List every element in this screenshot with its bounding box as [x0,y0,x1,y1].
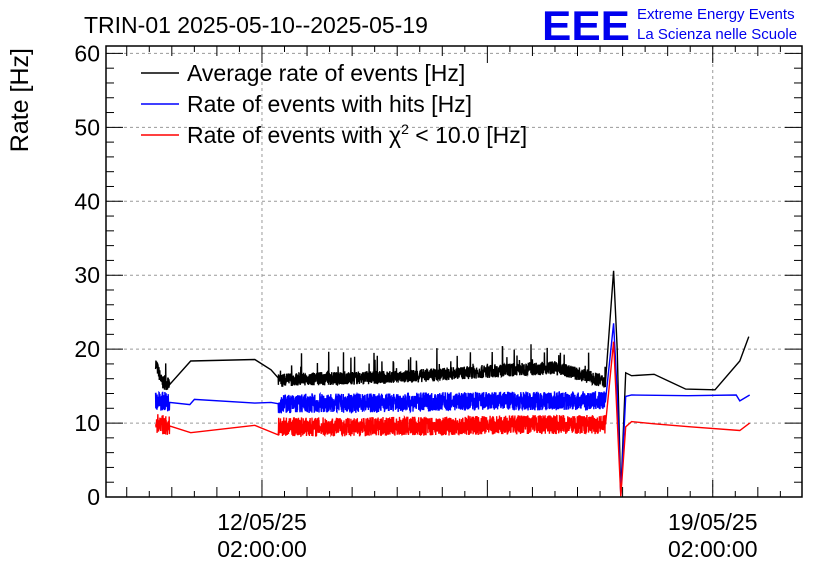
x-tick-label-time: 02:00:00 [217,536,307,562]
plot-frame [105,45,803,498]
y-tick-label: 20 [74,336,100,362]
logo-line1: Extreme Energy Events [637,6,795,23]
y-tick-label: 0 [87,484,100,510]
y-tick-label: 50 [74,114,100,140]
logo-letters: EEE [542,2,630,49]
x-tick-label-date: 19/05/25 [668,509,758,535]
logo-line2: La Scienza nelle Scuole [637,26,797,43]
chart-title: TRIN-01 2025-05-10--2025-05-19 [84,12,428,38]
legend-label: Average rate of events [Hz] [187,60,465,86]
legend-label: Rate of events with hits [Hz] [187,91,472,117]
x-tick-label-time: 02:00:00 [668,536,758,562]
eee-logo: EEE Extreme Energy Events La Scienza nel… [542,2,797,49]
series-line-3 [154,341,751,497]
plot-area: 010203040506012/05/2502:00:0019/05/2502:… [74,40,803,562]
y-tick-label: 30 [74,262,100,288]
series-line-2 [154,323,751,496]
legend: Average rate of events [Hz] Rate of event… [141,60,527,148]
legend-label: Rate of events with χ2 < 10.0 [Hz] [187,121,527,148]
y-axis-label: Rate [Hz] [6,48,34,152]
series-line-1 [154,270,750,495]
y-tick-label: 60 [74,40,100,66]
y-tick-label: 40 [74,188,100,214]
x-tick-label-date: 12/05/25 [217,509,307,535]
y-tick-label: 10 [74,410,100,436]
